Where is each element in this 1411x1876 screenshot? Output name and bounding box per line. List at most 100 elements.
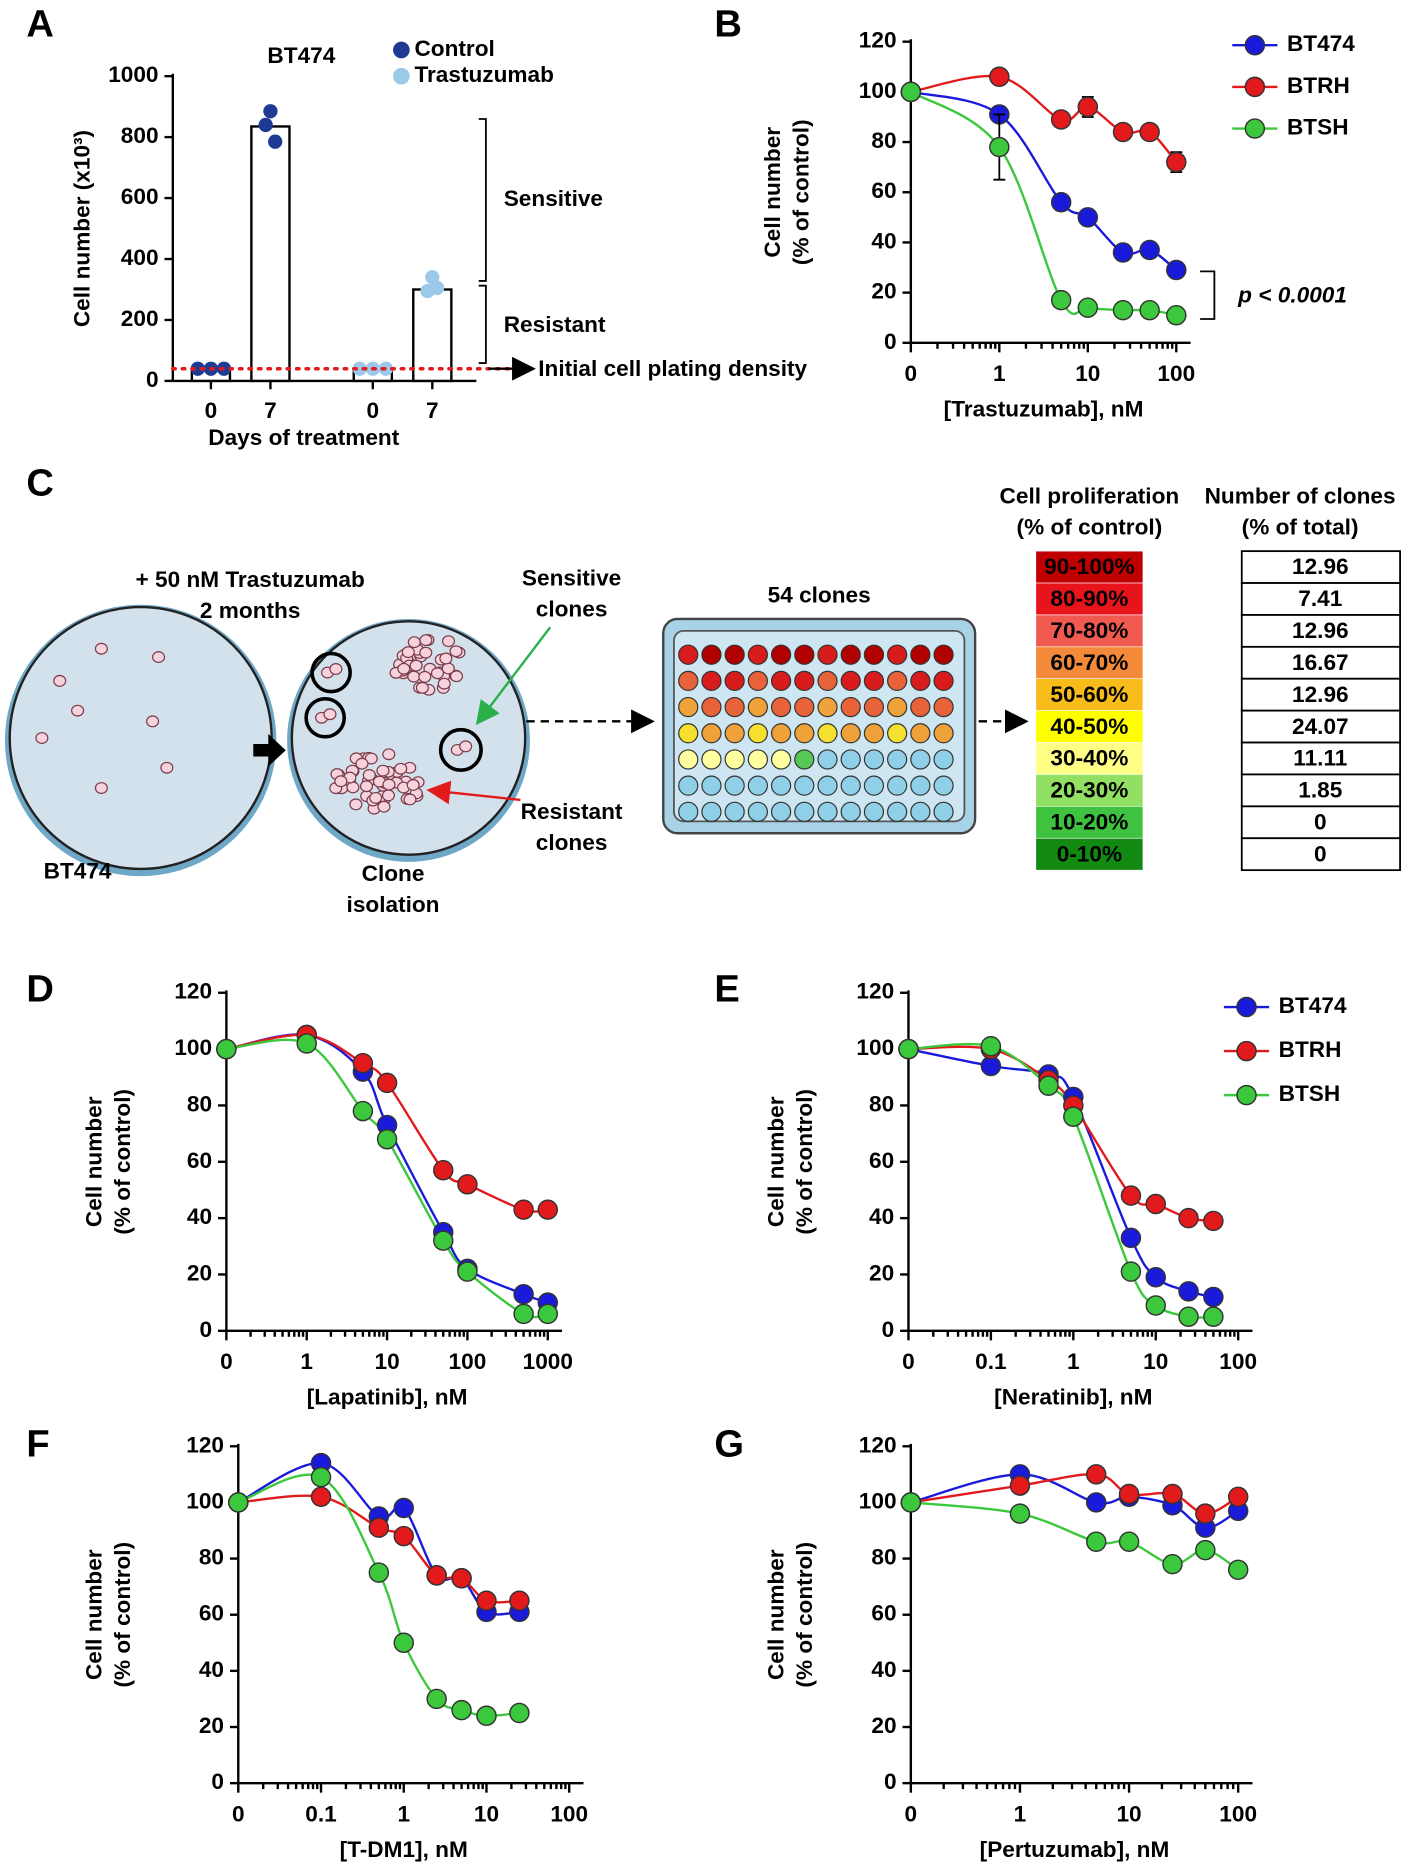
heatmap-label: 80-90% (1050, 586, 1128, 611)
x-tick-label: 1 (1067, 1349, 1080, 1374)
data-point (1203, 1286, 1224, 1308)
well (863, 670, 885, 692)
series-line (910, 1473, 1239, 1529)
well (910, 696, 931, 718)
heatmap-label: 60-70% (1050, 650, 1128, 675)
data-point (509, 1702, 530, 1724)
heatmap-label: 0-10% (1057, 841, 1122, 866)
treatment: + 50 nM Trastuzumab (136, 567, 365, 592)
series-line (910, 90, 1177, 317)
well (887, 801, 908, 822)
replicate-point (352, 361, 367, 376)
annotation: Resistant (504, 312, 606, 337)
legend-label: BT474 (1279, 993, 1347, 1018)
table-value: 12.96 (1292, 618, 1349, 643)
legend-label: Control (414, 36, 494, 61)
dish (8, 605, 273, 871)
x-tick-label: 0 (902, 1349, 915, 1374)
y-tick-label: 60 (869, 1148, 894, 1173)
well (770, 696, 792, 718)
cell (418, 670, 432, 683)
clone-ring (310, 651, 352, 694)
data-point (1118, 1483, 1140, 1505)
data-point (1145, 1193, 1166, 1215)
cell (359, 780, 374, 793)
well (840, 670, 861, 692)
well (910, 801, 931, 822)
cell (403, 793, 417, 806)
cell (382, 748, 396, 761)
data-point (1077, 96, 1099, 118)
data-point (1050, 192, 1072, 213)
legend-marker (1236, 996, 1257, 1018)
pointer (426, 780, 521, 805)
y-tick-label: 120 (859, 1432, 897, 1457)
cell (346, 781, 360, 794)
well (863, 723, 885, 744)
data-point (376, 1072, 398, 1094)
cell (376, 764, 390, 777)
data-point (393, 1497, 414, 1519)
annotation: Sensitive (504, 186, 603, 211)
legend-label: BTRH (1279, 1037, 1342, 1062)
y-tick-label: 80 (199, 1545, 224, 1570)
series-line (910, 74, 1178, 163)
panel-letter: E (714, 969, 739, 1011)
y-tick-label: 0 (884, 1769, 897, 1794)
well (678, 749, 699, 770)
data-point (451, 1567, 472, 1589)
y-tick-label: 0 (211, 1769, 224, 1794)
panel-letter: B (714, 3, 742, 45)
data-point (1162, 1553, 1183, 1575)
bracket (478, 118, 487, 282)
cell (369, 791, 383, 804)
table-header: (% of total) (1242, 514, 1359, 539)
heatmap-label: 70-80% (1050, 618, 1128, 643)
data-point (989, 66, 1010, 88)
arrow (253, 733, 286, 767)
panel-c: C + 50 nM Trastuzumab 2 months Sensitive… (4, 463, 1401, 917)
well (933, 801, 954, 822)
panel-letter: F (26, 1423, 49, 1465)
y-axis-label: (% of control) (792, 1089, 817, 1235)
y-tick-label: 60 (199, 1601, 224, 1626)
parent-label: BT474 (44, 858, 112, 883)
data-point (1120, 1261, 1142, 1282)
data-point (1112, 121, 1134, 143)
y-axis-label: (% of control) (788, 119, 813, 265)
data-point (393, 1525, 414, 1547)
well (770, 749, 792, 770)
legend-marker (1244, 34, 1266, 56)
data-point (352, 1052, 374, 1074)
heatmap-cell (1035, 837, 1144, 871)
data-point (1166, 151, 1187, 173)
heatmap-cell (1035, 646, 1144, 680)
x-tick-label: 100 (1157, 361, 1195, 386)
y-axis-label: Cell number (81, 1549, 106, 1680)
well (678, 696, 699, 718)
well (747, 749, 768, 770)
x-tick-label: 100 (550, 1801, 588, 1826)
data-point (1120, 1185, 1142, 1206)
x-tick-label: 0.1 (975, 1349, 1006, 1374)
data-point (1118, 1531, 1140, 1552)
x-tick-label: 0 (367, 398, 380, 423)
x-tick-label: 1000 (523, 1349, 573, 1374)
heatmap-cell (1035, 614, 1144, 648)
legend-label: BTSH (1279, 1081, 1341, 1106)
data-point (513, 1303, 534, 1325)
well (933, 670, 954, 692)
data-point (433, 1160, 454, 1181)
data-point (1050, 289, 1072, 311)
well (933, 644, 954, 665)
heatmap-cell (1035, 582, 1144, 616)
data-point (310, 1486, 332, 1508)
y-tick-label: 40 (187, 1204, 212, 1229)
cell (407, 636, 421, 649)
data-point (898, 1038, 919, 1060)
well (794, 749, 815, 770)
cell (53, 674, 67, 687)
y-tick-label: 40 (871, 1657, 896, 1682)
y-tick-label: 100 (859, 78, 897, 103)
well (701, 775, 722, 796)
